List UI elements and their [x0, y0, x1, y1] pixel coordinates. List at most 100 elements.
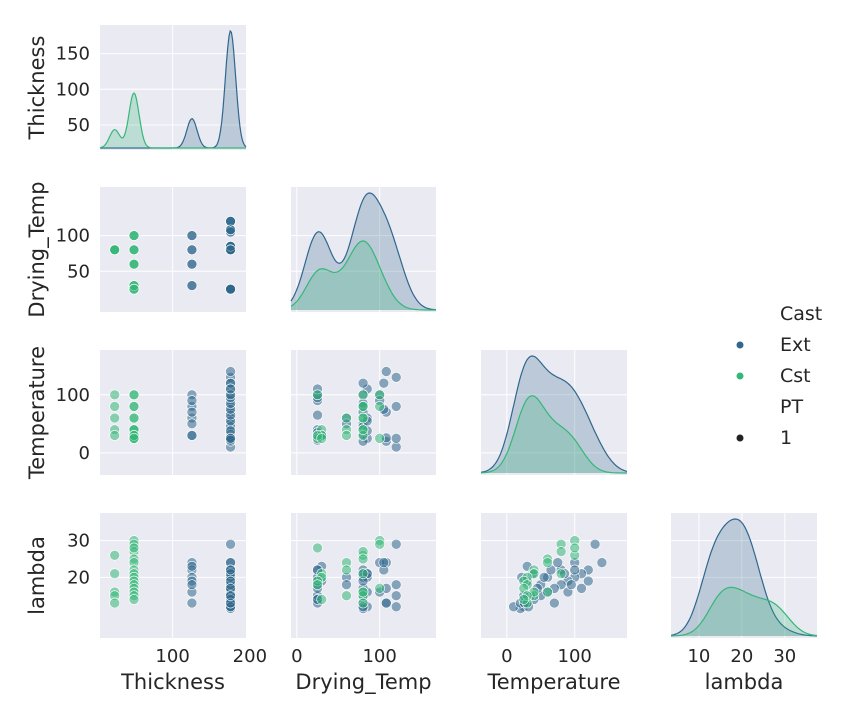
kde-line-ext — [290, 192, 437, 311]
kde-line-cst — [99, 92, 246, 149]
kde-fill-ext — [671, 519, 817, 636]
panel-temperature-vs-drying-temp — [291, 350, 436, 475]
scatter-point-ext — [390, 401, 402, 412]
x-tick-label: 100 — [558, 646, 592, 667]
y-tick-label: 100 — [56, 79, 90, 100]
scatter-point-ext — [378, 557, 390, 568]
kde-fill-ext — [100, 31, 246, 148]
kde-fill-ext — [481, 356, 627, 473]
scatter-point-ext — [186, 280, 198, 291]
kde-fill-cst — [100, 93, 246, 148]
scatter-point-ext — [225, 283, 236, 295]
scatter-point-ext — [186, 579, 198, 590]
scatter-point-cst — [128, 401, 140, 412]
scatter-point-cst — [109, 597, 120, 609]
scatter-point-cst — [374, 389, 385, 401]
scatter-point-cst — [109, 244, 120, 256]
scatter-point-ext — [225, 538, 236, 550]
legend-marker-cst — [736, 372, 744, 380]
scatter-point-ext — [390, 590, 402, 602]
scatter-point-cst — [357, 389, 369, 401]
scatter-point-cst — [357, 412, 369, 424]
scatter-point-ext — [569, 564, 581, 576]
x-tick-label: 0 — [291, 646, 302, 667]
y-axis-label-drying-temp: Drying_Temp — [25, 181, 50, 317]
y-tick-label: 20 — [67, 567, 90, 588]
scatter-point-ext — [186, 406, 198, 418]
legend-size-title: PT — [780, 396, 803, 418]
y-axis-label-lambda: lambda — [25, 536, 49, 615]
scatter-point-cst — [316, 594, 327, 605]
kde-line-cst — [481, 395, 627, 474]
y-axis-label-thickness: Thickness — [25, 36, 49, 141]
scatter-point-ext — [225, 590, 236, 602]
scatter-point-cst — [341, 590, 352, 602]
panel-lambda-vs-lambda — [670, 513, 818, 638]
kde-line-ext — [480, 355, 628, 473]
scatter-point-cst — [128, 594, 140, 605]
kde-fill-ext — [291, 193, 436, 310]
scatter-point-cst — [128, 258, 140, 270]
legend-marker-ext — [736, 341, 744, 349]
scatter-point-ext — [225, 564, 236, 576]
scatter-point-cst — [357, 586, 369, 598]
y-tick-label: 100 — [56, 385, 90, 406]
scatter-point-cst — [357, 597, 369, 609]
scatter-point-ext — [596, 557, 608, 568]
panel-drying-temp-vs-thickness — [100, 187, 246, 312]
scatter-point-ext — [186, 561, 198, 572]
panel-background — [481, 513, 627, 638]
x-tick-label: 20 — [730, 646, 753, 667]
scatter-point-ext — [390, 579, 402, 590]
panel-background — [671, 513, 817, 638]
scatter-point-cst — [341, 430, 352, 441]
scatter-point-ext — [390, 433, 402, 444]
scatter-point-cst — [555, 546, 567, 557]
scatter-point-cst — [109, 430, 120, 441]
scatter-point-cst — [128, 433, 140, 444]
scatter-point-ext — [576, 583, 587, 594]
scatter-point-cst — [357, 568, 369, 579]
kde-line-cst — [290, 240, 436, 311]
scatter-point-cst — [128, 244, 140, 256]
x-tick-label: 200 — [233, 646, 267, 667]
kde-line-cst — [671, 586, 818, 637]
x-tick-label: 30 — [773, 646, 796, 667]
panel-temperature-vs-temperature — [480, 350, 628, 475]
panel-temperature-vs-thickness — [100, 350, 246, 475]
legend-size-marker — [736, 434, 744, 442]
scatter-point-ext — [186, 597, 198, 609]
legend: Cast Ext Cst PT 1 — [736, 303, 822, 449]
x-tick-label: 0 — [501, 646, 512, 667]
scatter-point-ext — [225, 366, 236, 377]
scatter-point-ext — [390, 538, 402, 550]
scatter-point-cst — [518, 594, 530, 605]
scatter-point-cst — [542, 557, 553, 568]
kde-line-ext — [670, 518, 817, 637]
scatter-point-cst — [341, 564, 352, 576]
y-tick-label: 50 — [67, 261, 90, 282]
scatter-point-ext — [225, 215, 236, 227]
scatter-point-cst — [128, 412, 140, 424]
x-axis-label-drying-temp: Drying_Temp — [295, 670, 431, 695]
y-axis-label-temperature: Temperature — [25, 346, 49, 480]
scatter-point-cst — [109, 389, 120, 401]
scatter-point-cst — [109, 568, 120, 579]
scatter-point-cst — [357, 401, 369, 412]
scatter-point-cst — [128, 230, 140, 241]
scatter-point-cst — [374, 433, 385, 444]
panel-background — [481, 350, 627, 475]
scatter-point-ext — [225, 383, 236, 395]
scatter-point-cst — [312, 542, 323, 554]
scatter-point-ext — [186, 418, 198, 430]
y-tick-label: 0 — [79, 443, 90, 464]
scatter-point-ext — [582, 575, 594, 587]
panel-lambda-vs-thickness — [100, 513, 246, 638]
scatter-point-cst — [555, 568, 567, 579]
x-axis-label-temperature: Temperature — [486, 670, 620, 694]
scatter-point-ext — [552, 557, 564, 568]
panel-lambda-vs-drying-temp — [291, 513, 436, 638]
x-axis-label-lambda: lambda — [705, 670, 784, 694]
scatter-point-ext — [341, 579, 352, 590]
